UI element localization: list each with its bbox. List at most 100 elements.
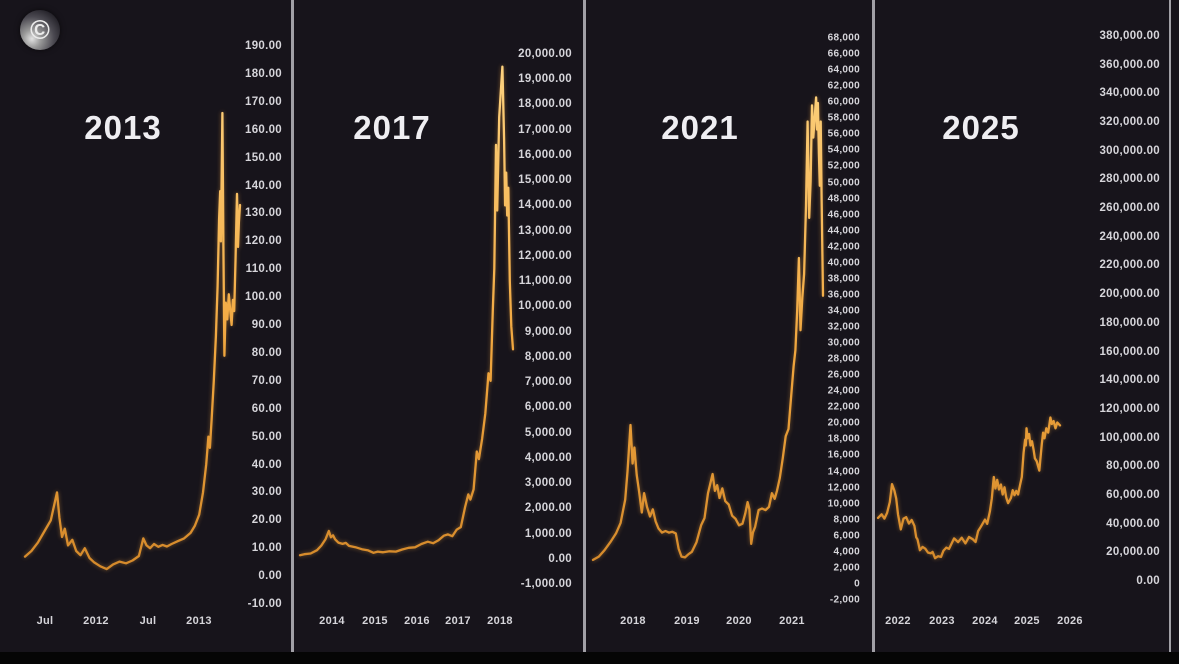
panel-title-2025: 2025 [942, 109, 1020, 146]
y-axis-tick-label: 60.00 [251, 402, 282, 415]
y-axis-tick-label: 20.00 [251, 514, 282, 527]
y-axis-tick-label: 120.00 [245, 235, 282, 248]
watermark-badge: © [20, 10, 60, 50]
y-axis-tick-label: 42,000 [827, 241, 860, 253]
y-axis-tick-label: 90.00 [251, 319, 282, 331]
y-axis-tick-label: 64,000 [827, 64, 860, 76]
y-axis-tick-label: 160.00 [245, 123, 282, 136]
copyright-icon: © [30, 14, 50, 45]
y-axis-tick-label: 7,000.00 [524, 376, 572, 389]
panel-title-2013: 2013 [84, 109, 162, 146]
y-axis-tick-label: 15,000.00 [518, 174, 572, 187]
y-axis-tick-label: 8,000 [833, 514, 860, 526]
panel-title-2021: 2021 [661, 109, 739, 146]
x-axis-tick-label: 2014 [319, 615, 345, 627]
y-axis-tick-label: 120,000.00 [1099, 402, 1160, 415]
panel-separator [1168, 0, 1172, 653]
y-axis-tick-label: 180.00 [245, 67, 282, 80]
y-axis-tick-label: 19,000.00 [518, 73, 572, 86]
y-axis-tick-label: 16,000 [827, 449, 860, 461]
y-axis-tick-label: 18,000 [827, 433, 860, 445]
y-axis-tick-label: 20,000.00 [1106, 546, 1160, 559]
x-axis-tick-label: Jul [139, 615, 157, 627]
y-axis-tick-label: 10,000.00 [518, 300, 572, 313]
y-axis-tick-label: 11,000.00 [518, 275, 572, 288]
y-axis-tick-label: 60,000 [827, 96, 860, 108]
y-axis-tick-label: 14,000 [827, 466, 860, 478]
x-axis-tick-label: 2017 [445, 615, 471, 627]
y-axis-tick-label: 58,000 [827, 112, 860, 124]
y-axis-tick-label: 40.00 [251, 458, 282, 471]
y-axis-tick-label: 140.00 [245, 179, 282, 192]
y-axis-tick-label: 62,000 [827, 80, 860, 92]
y-axis-tick-label: 34,000 [827, 305, 860, 317]
y-axis-tick-label: 180,000.00 [1099, 316, 1160, 329]
y-axis-tick-label: 66,000 [827, 48, 860, 60]
y-axis-tick-label: 20,000.00 [518, 48, 572, 60]
x-axis-tick-label: 2018 [487, 615, 513, 627]
x-axis-tick-label: 2022 [885, 615, 911, 627]
y-axis-tick-label: 28,000 [827, 353, 860, 365]
y-axis-tick-label: 54,000 [827, 144, 860, 156]
y-axis-tick-label: 12,000 [827, 482, 860, 494]
y-axis-tick-label: 110.00 [245, 263, 282, 276]
x-axis-tick-label: 2012 [83, 615, 109, 627]
y-axis-tick-label: 4,000.00 [524, 451, 572, 464]
y-axis-tick-label: 1,000.00 [524, 527, 572, 540]
x-axis-tick-label: Jul [36, 615, 54, 627]
y-axis-tick-label: 8,000.00 [524, 350, 572, 363]
y-axis-tick-label: 10.00 [251, 542, 282, 555]
y-axis-tick-label: 26,000 [827, 369, 860, 381]
y-axis-tick-label: 32,000 [827, 321, 860, 333]
y-axis-tick-label: -1,000.00 [520, 578, 572, 590]
x-axis-tick-label: 2019 [674, 615, 700, 627]
y-axis-tick-label: 13,000.00 [518, 224, 572, 237]
y-axis-tick-label: 16,000.00 [518, 148, 572, 161]
y-axis-tick-label: -2,000 [829, 594, 860, 606]
y-axis-tick-label: 30,000 [827, 337, 860, 349]
y-axis-tick-label: 0 [854, 578, 860, 590]
y-axis-tick-label: 300,000.00 [1099, 144, 1160, 157]
y-axis-tick-label: 220,000.00 [1099, 259, 1160, 272]
y-axis-tick-label: 170.00 [245, 95, 282, 108]
y-axis-tick-label: 2,000.00 [524, 502, 572, 515]
y-axis-tick-label: 40,000 [827, 257, 860, 269]
x-axis-tick-label: 2013 [186, 615, 212, 627]
x-axis-tick-label: 2020 [726, 615, 752, 627]
panel-separator [291, 0, 294, 653]
y-axis-tick-label: 22,000 [827, 401, 860, 413]
y-axis-tick-label: 260,000.00 [1099, 202, 1160, 215]
y-axis-tick-label: -10.00 [247, 598, 282, 610]
y-axis-tick-label: 2,000 [833, 562, 860, 574]
y-axis-tick-label: 6,000 [833, 530, 860, 542]
x-axis-tick-label: 2025 [1014, 615, 1040, 627]
y-axis-tick-label: 20,000 [827, 417, 860, 429]
y-axis-tick-label: 50,000 [827, 177, 860, 188]
y-axis-tick-label: 150.00 [245, 151, 282, 164]
x-axis-tick-label: 2015 [362, 615, 388, 627]
y-axis-tick-label: 240,000.00 [1099, 230, 1160, 243]
y-axis-tick-label: 200,000.00 [1099, 288, 1160, 301]
y-axis-tick-label: 56,000 [827, 128, 860, 140]
y-axis-tick-label: 68,000 [827, 32, 860, 44]
y-axis-tick-label: 140,000.00 [1099, 374, 1160, 387]
y-axis-tick-label: 12,000.00 [518, 249, 572, 262]
y-axis-tick-label: 280,000.00 [1099, 173, 1160, 186]
y-axis-tick-label: 3,000.00 [524, 477, 572, 490]
y-axis-tick-label: 14,000.00 [518, 199, 572, 212]
x-axis-tick-label: 2016 [404, 615, 430, 627]
y-axis-tick-label: 0.00 [548, 552, 572, 565]
y-axis-tick-label: 380,000.00 [1099, 30, 1160, 42]
x-axis-tick-label: 2018 [620, 615, 646, 627]
y-axis-tick-label: 100,000.00 [1099, 431, 1160, 444]
y-axis-tick-label: 38,000 [827, 273, 860, 285]
y-axis-tick-label: 360,000.00 [1099, 58, 1160, 71]
y-axis-tick-label: 52,000 [827, 160, 860, 172]
panel-separator [583, 0, 586, 653]
y-axis-tick-label: 4,000 [833, 546, 860, 558]
y-axis-tick-label: 60,000.00 [1106, 488, 1160, 501]
y-axis-tick-label: 130.00 [245, 207, 282, 220]
y-axis-tick-label: 70.00 [251, 374, 282, 387]
y-axis-tick-label: 340,000.00 [1099, 87, 1160, 100]
